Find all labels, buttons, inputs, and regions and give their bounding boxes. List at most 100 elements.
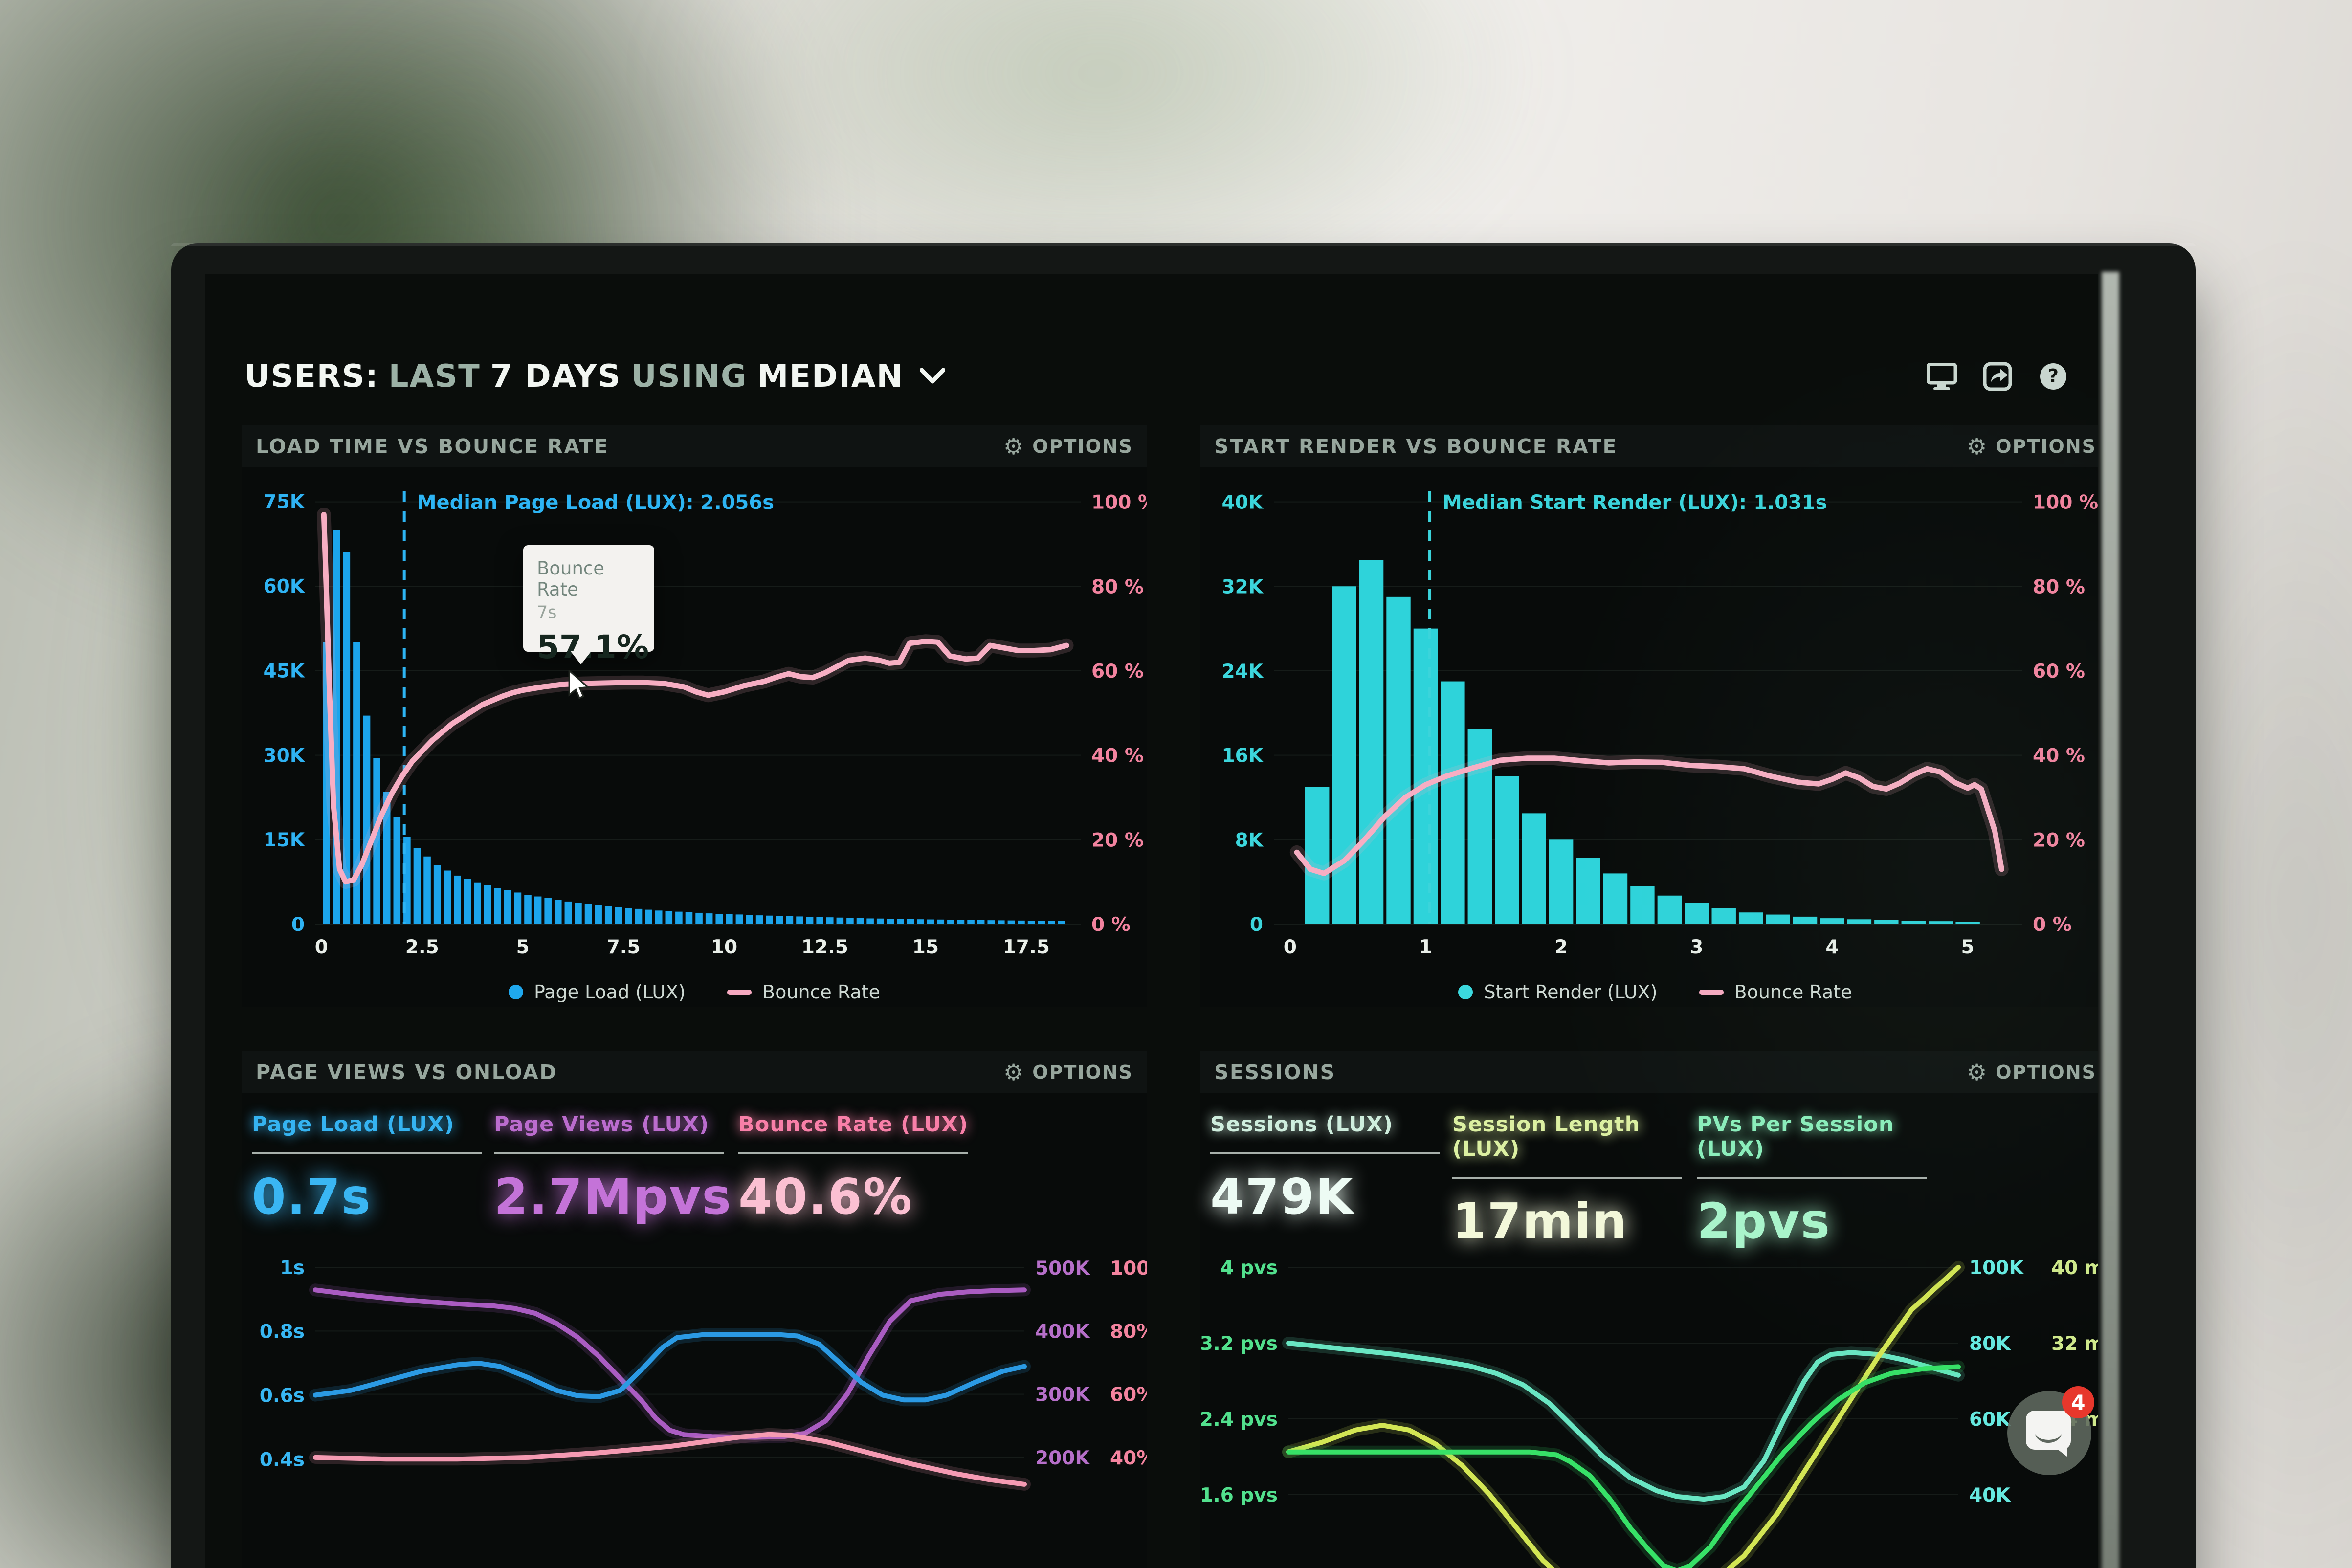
metric-underline bbox=[494, 1152, 724, 1154]
metric-label: Page Load (LUX) bbox=[252, 1112, 455, 1137]
tooltip-x-value: 7s bbox=[537, 603, 557, 622]
svg-text:40%: 40% bbox=[1110, 1447, 1147, 1469]
svg-text:2: 2 bbox=[1554, 936, 1568, 958]
metric-label: Page Views (LUX) bbox=[494, 1112, 710, 1137]
help-icon[interactable]: ? bbox=[2038, 361, 2068, 392]
svg-text:0 %: 0 % bbox=[2033, 914, 2072, 936]
users-median-dropdown[interactable]: USERS: LAST 7 DAYS USING MEDIAN bbox=[244, 358, 945, 395]
legend-swatch bbox=[1458, 985, 1473, 999]
metric-value: 479K bbox=[1210, 1168, 1354, 1225]
panel-start-render-vs-bounce-rate: START RENDER VS BOUNCE RATE ⚙ OPTIONS Me… bbox=[1200, 425, 2098, 1007]
svg-text:7.5: 7.5 bbox=[607, 936, 641, 958]
legend-item[interactable]: Bounce Rate bbox=[1699, 981, 1852, 1003]
start-render-chart[interactable]: Median Start Render (LUX): 1.031s 40K 32K 2… bbox=[1200, 467, 2098, 975]
options-button[interactable]: ⚙ OPTIONS bbox=[1003, 1061, 1133, 1083]
chart-legend: Page Load (LUX) Bounce Rate bbox=[242, 977, 1147, 1007]
svg-text:?: ? bbox=[2048, 365, 2059, 387]
share-icon[interactable] bbox=[1982, 361, 2013, 392]
metric-bounce-rate-lux-: Bounce Rate (LUX) 40.6% bbox=[738, 1112, 993, 1225]
metric-underline bbox=[1452, 1177, 1682, 1179]
svg-text:40 %: 40 % bbox=[2033, 745, 2085, 767]
svg-text:0.8s: 0.8s bbox=[260, 1321, 305, 1343]
svg-text:1s: 1s bbox=[280, 1257, 305, 1279]
page-views-onload-chart[interactable]: 1s 0.8s 0.6s 0.4s 500K 100% 400K 80% 300K 60% 200K… bbox=[242, 1257, 1147, 1568]
svg-text:4 pvs: 4 pvs bbox=[1220, 1257, 1278, 1279]
mouse-cursor-icon bbox=[567, 668, 596, 704]
chat-bubble-icon bbox=[2026, 1411, 2071, 1457]
svg-text:16K: 16K bbox=[1222, 745, 1264, 767]
dashboard-header: USERS: LAST 7 DAYS USING MEDIAN ? bbox=[244, 348, 2068, 405]
svg-text:5: 5 bbox=[1961, 936, 1975, 958]
svg-text:75K: 75K bbox=[264, 491, 306, 513]
legend-label: Bounce Rate bbox=[762, 981, 881, 1003]
panel-header: LOAD TIME VS BOUNCE RATE ⚙ OPTIONS bbox=[242, 425, 1147, 467]
svg-text:0: 0 bbox=[1250, 914, 1263, 936]
chat-smile-icon bbox=[2035, 1432, 2062, 1443]
title-part: MEDIAN bbox=[757, 358, 904, 395]
svg-text:20 %: 20 % bbox=[1091, 829, 1144, 851]
svg-text:60K: 60K bbox=[1969, 1409, 2011, 1431]
svg-text:2.5: 2.5 bbox=[405, 936, 439, 958]
svg-text:80 %: 80 % bbox=[1091, 576, 1144, 598]
svg-text:45K: 45K bbox=[264, 660, 306, 682]
chevron-down-icon bbox=[920, 368, 945, 384]
legend-swatch bbox=[1699, 989, 1724, 995]
svg-text:400K: 400K bbox=[1035, 1321, 1090, 1343]
metric-pvs-per-session-lux-: PVs Per Session (LUX) 2pvs bbox=[1697, 1112, 1951, 1250]
svg-text:40K: 40K bbox=[1969, 1484, 2011, 1506]
svg-text:Median Start Render (LUX): 1.0: Median Start Render (LUX): 1.031s bbox=[1442, 491, 1827, 514]
svg-text:60 %: 60 % bbox=[1091, 661, 1144, 683]
options-button[interactable]: ⚙ OPTIONS bbox=[1967, 1061, 2096, 1083]
svg-text:0.6s: 0.6s bbox=[260, 1385, 305, 1407]
dashboard-screen: USERS: LAST 7 DAYS USING MEDIAN ? LOAD TIME … bbox=[205, 274, 2098, 1568]
svg-text:0: 0 bbox=[1284, 936, 1297, 958]
metric-underline bbox=[1210, 1152, 1440, 1154]
svg-text:10: 10 bbox=[711, 936, 737, 958]
svg-text:32 min: 32 min bbox=[2051, 1333, 2098, 1355]
options-button[interactable]: ⚙ OPTIONS bbox=[1003, 435, 1133, 458]
svg-text:4: 4 bbox=[1825, 936, 1839, 958]
svg-text:20 %: 20 % bbox=[2033, 829, 2085, 851]
svg-text:100%: 100% bbox=[1110, 1258, 1147, 1280]
svg-text:60%: 60% bbox=[1110, 1384, 1147, 1406]
metric-value: 2pvs bbox=[1697, 1193, 1831, 1250]
svg-text:60K: 60K bbox=[264, 576, 306, 598]
svg-text:15K: 15K bbox=[264, 829, 306, 851]
panel-title: LOAD TIME VS BOUNCE RATE bbox=[256, 434, 609, 458]
panel-load-time-vs-bounce-rate: LOAD TIME VS BOUNCE RATE ⚙ OPTIONS Media… bbox=[242, 425, 1147, 1007]
load-time-chart[interactable]: Median Page Load (LUX): 2.056s 75K 60K 45K 3… bbox=[242, 467, 1147, 975]
svg-text:1: 1 bbox=[1419, 936, 1432, 958]
sessions-chart[interactable]: 4 pvs 3.2 pvs 2.4 pvs 1.6 pvs 100K 40 min 80K 3… bbox=[1200, 1257, 2098, 1568]
metric-label: Bounce Rate (LUX) bbox=[738, 1112, 969, 1137]
svg-text:500K: 500K bbox=[1035, 1258, 1090, 1280]
legend-swatch bbox=[508, 985, 523, 999]
svg-text:12.5: 12.5 bbox=[801, 936, 848, 958]
legend-item[interactable]: Bounce Rate bbox=[727, 981, 880, 1003]
legend-item[interactable]: Start Render (LUX) bbox=[1458, 981, 1658, 1003]
metric-label: Sessions (LUX) bbox=[1210, 1112, 1394, 1137]
legend-label: Bounce Rate bbox=[1734, 981, 1852, 1003]
metric-underline bbox=[252, 1152, 482, 1154]
panel-title: PAGE VIEWS VS ONLOAD bbox=[256, 1060, 557, 1084]
chat-notification-badge: 4 bbox=[2062, 1386, 2094, 1418]
panel-sessions: SESSIONS ⚙ OPTIONS Sessions (LUX) 479K Ses… bbox=[1200, 1051, 2098, 1568]
legend-swatch bbox=[727, 989, 752, 995]
svg-text:8K: 8K bbox=[1235, 829, 1264, 851]
display-icon[interactable] bbox=[1927, 361, 1957, 392]
metric-value: 0.7s bbox=[252, 1168, 372, 1225]
svg-text:0.4s: 0.4s bbox=[260, 1449, 305, 1471]
options-button[interactable]: ⚙ OPTIONS bbox=[1967, 435, 2096, 458]
legend-label: Start Render (LUX) bbox=[1484, 981, 1658, 1003]
title-part: LAST bbox=[388, 358, 481, 395]
options-label: OPTIONS bbox=[1032, 435, 1133, 457]
chat-widget-button[interactable]: 4 bbox=[2007, 1386, 2094, 1475]
header-icon-bar: ? bbox=[1927, 361, 2068, 392]
gear-icon: ⚙ bbox=[1003, 1059, 1025, 1085]
svg-text:200K: 200K bbox=[1035, 1447, 1090, 1469]
panel-header: START RENDER VS BOUNCE RATE ⚙ OPTIONS bbox=[1200, 425, 2098, 467]
svg-text:40 %: 40 % bbox=[1091, 745, 1144, 767]
svg-text:32K: 32K bbox=[1222, 576, 1264, 598]
svg-text:100 %: 100 % bbox=[2033, 492, 2098, 514]
legend-item[interactable]: Page Load (LUX) bbox=[508, 981, 686, 1003]
gear-icon: ⚙ bbox=[1003, 433, 1025, 460]
